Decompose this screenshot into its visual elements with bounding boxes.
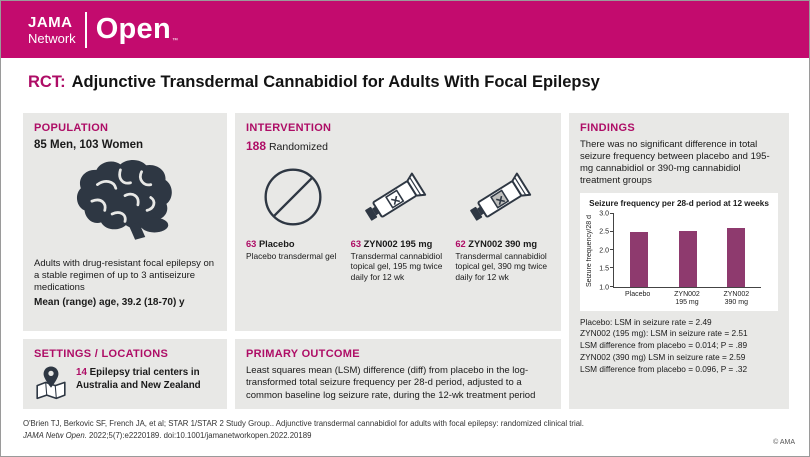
findings-notes: Placebo: LSM in seizure rate = 2.49 ZYN0…: [580, 317, 778, 376]
arm-placebo-desc: Placebo transdermal gel: [246, 251, 337, 261]
arm-zyn390-desc: Transdermal cannabidiol topical gel, 390…: [455, 251, 548, 282]
population-counts: 85 Men, 103 Women: [34, 139, 144, 151]
population-heading: POPULATION: [34, 122, 109, 134]
settings-count: 14: [76, 367, 87, 378]
prohibition-circle-icon: [246, 157, 341, 237]
article-title-bar: RCT: Adjunctive Transdermal Cannabidiol …: [1, 58, 809, 106]
logo-divider: [84, 11, 87, 48]
chart-bar: [727, 228, 746, 287]
jama-network-wordmark: JAMA Network: [28, 15, 76, 45]
population-panel: POPULATION 85 Men, 103 Women Adults with…: [23, 113, 227, 331]
trademark-symbol: ™: [172, 37, 179, 44]
chart-plot: [610, 212, 761, 288]
arm-placebo-name: Placebo: [258, 239, 295, 249]
journal-name: JAMA Netw Open.: [23, 431, 87, 441]
article-title: Adjunctive Transdermal Cannabidiol for A…: [71, 72, 600, 91]
arm-placebo-count: 63: [246, 239, 257, 249]
jama-wordmark: JAMA: [28, 13, 73, 31]
intervention-arms: 63 Placebo Placebo transdermal gel: [246, 157, 550, 282]
x-category-label: Placebo: [625, 290, 651, 298]
citation: O'Brien TJ, Berkovic SF, French JA, et a…: [23, 418, 584, 442]
arm-zyn390-title: 62 ZYN002 390 mg: [455, 239, 550, 249]
population-description: Adults with drug-resistant focal epileps…: [34, 258, 215, 293]
settings-heading: SETTINGS / LOCATIONS: [34, 348, 169, 360]
arm-placebo-title: 63 Placebo: [246, 239, 341, 249]
y-tick-mark: [610, 212, 614, 214]
x-category-label: ZYN002 390 mg: [723, 290, 750, 306]
settings-text: 14 Epilepsy trial centers in Australia a…: [76, 365, 216, 392]
jama-network-open-logo: JAMA Network Open ™: [28, 11, 179, 48]
settings-panel: SETTINGS / LOCATIONS 14 Epilepsy trial c…: [23, 339, 227, 409]
chart-body: Seizure frequency/28 d 1.0 1.5 2.0 2.5 3.0 P…: [586, 210, 772, 307]
arm-zyn195-name: ZYN002 195 mg: [363, 239, 433, 249]
network-wordmark: Network: [28, 30, 76, 46]
intervention-heading: INTERVENTION: [246, 122, 332, 134]
jama-header: JAMA Network Open ™: [1, 1, 809, 58]
arm-zyn195-title: 63 ZYN002 195 mg: [351, 239, 446, 249]
settings-row: 14 Epilepsy trial centers in Australia a…: [34, 365, 216, 408]
y-tick-mark: [610, 285, 614, 287]
finding-note: LSM difference from placebo = 0.096, P =…: [580, 363, 748, 374]
findings-summary: There was no significant difference in t…: [580, 139, 770, 187]
y-tick-label: 1.5: [599, 265, 609, 273]
finding-note: Placebo: LSM in seizure rate = 2.49: [580, 316, 712, 327]
open-wordmark: Open: [95, 13, 172, 45]
x-category-label: ZYN002 195 mg: [674, 290, 700, 306]
finding-note: ZYN002 (390 mg) LSM in seizure rate = 2.…: [580, 351, 746, 362]
arm-placebo: 63 Placebo Placebo transdermal gel: [246, 157, 341, 282]
randomized-label: Randomized: [268, 141, 328, 153]
arm-zyn002-195: 63 ZYN002 195 mg Transdermal cannabidiol…: [351, 157, 446, 282]
chart-plot-area: 1.0 1.5 2.0 2.5 3.0 Placebo ZYN002 195 mg ZYN00…: [593, 210, 772, 307]
arm-zyn390-count: 62: [455, 239, 466, 249]
findings-heading: FINDINGS: [580, 122, 635, 134]
chart-y-axis: 1.0 1.5 2.0 2.5 3.0: [593, 210, 613, 291]
arm-zyn390-name: ZYN002 390 mg: [468, 239, 538, 249]
arm-zyn002-390: 62 ZYN002 390 mg Transdermal cannabidiol…: [455, 157, 550, 282]
chart-y-axis-label: Seizure frequency/28 d: [586, 214, 593, 287]
y-tick-mark: [610, 230, 614, 232]
gel-tube-icon: [351, 157, 446, 237]
citation-doi: 2022;5(7):e2220189. doi:10.1001/jamanetw…: [86, 431, 312, 441]
finding-note: LSM difference from placebo = 0.014; P =…: [580, 340, 748, 351]
citation-line1: O'Brien TJ, Berkovic SF, French JA, et a…: [23, 419, 584, 428]
settings-label: Epilepsy trial centers in Australia and …: [76, 367, 201, 391]
copyright: © AMA: [773, 439, 795, 446]
randomized-line: 188 Randomized: [246, 139, 550, 153]
randomized-count: 188: [246, 139, 267, 153]
y-tick-label: 3.0: [599, 210, 609, 217]
seizure-frequency-bar-chart: Seizure frequency per 28-d period at 12 …: [580, 193, 778, 311]
study-type-label: RCT:: [28, 72, 66, 91]
primary-outcome-text: Least squares mean (LSM) difference (dif…: [246, 365, 536, 401]
y-tick-mark: [610, 249, 614, 250]
chart-bar: [678, 231, 697, 287]
y-tick-mark: [610, 267, 614, 269]
intervention-panel: INTERVENTION 188 Randomized 63 Placebo P…: [235, 113, 561, 331]
brain-icon: [34, 157, 216, 254]
chart-bar: [629, 232, 648, 287]
arm-zyn195-count: 63: [350, 239, 362, 249]
chart-title: Seizure frequency per 28-d period at 12 …: [589, 199, 769, 209]
primary-outcome-heading: PRIMARY OUTCOME: [246, 348, 360, 360]
findings-panel: FINDINGS There was no significant differ…: [569, 113, 789, 409]
citation-line2: JAMA Netw Open. 2022;5(7):e2220189. doi:…: [23, 430, 584, 442]
location-pin-icon: [34, 365, 68, 408]
population-age: Mean (range) age, 39.2 (18-70) y: [34, 296, 185, 308]
y-tick-label: 2.0: [599, 247, 609, 254]
gel-tube-shaded-icon: [455, 157, 550, 237]
finding-note: ZYN002 (195 mg): LSM in seizure rate = 2…: [580, 328, 748, 339]
y-tick-label: 1.0: [599, 284, 609, 291]
primary-outcome-panel: PRIMARY OUTCOME Least squares mean (LSM)…: [235, 339, 561, 409]
arm-zyn195-desc: Transdermal cannabidiol topical gel, 195…: [350, 251, 443, 282]
chart-x-axis-labels: Placebo ZYN002 195 mg ZYN002 390 mg: [613, 288, 761, 307]
y-tick-label: 2.5: [599, 228, 609, 236]
